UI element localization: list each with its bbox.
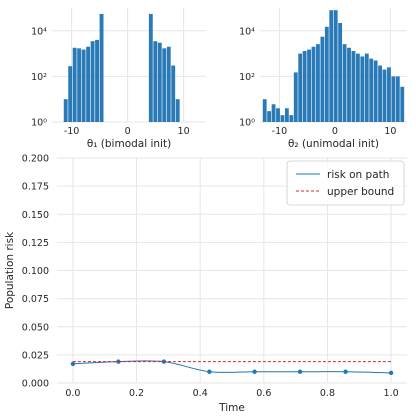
hist1-x-tick-label: -10 bbox=[64, 126, 80, 137]
hist2-bar bbox=[395, 76, 400, 122]
risk-x-tick-label: 0.8 bbox=[320, 388, 335, 399]
hist2-bar bbox=[347, 47, 351, 122]
hist2-bar bbox=[324, 26, 329, 123]
hist2-y-tick-label: 10⁴ bbox=[239, 26, 255, 37]
hist1-bar bbox=[86, 46, 91, 123]
hist1-x-tick-label: 10 bbox=[178, 126, 190, 137]
risk-x-tick-label: 0.2 bbox=[129, 388, 144, 399]
hist2-bar bbox=[342, 44, 347, 122]
risk-on-path-point bbox=[388, 370, 394, 376]
hist1-bar bbox=[72, 47, 77, 122]
risk-x-axis-label: Time bbox=[218, 402, 245, 414]
risk-y-tick-label: 0.025 bbox=[22, 350, 49, 361]
hist2-bar bbox=[284, 108, 289, 122]
hist2-bar bbox=[391, 76, 396, 122]
hist2-bar bbox=[289, 115, 294, 122]
hist1-bar bbox=[68, 66, 73, 122]
hist2-bar bbox=[262, 99, 267, 122]
hist1-bar bbox=[95, 39, 99, 122]
risk-on-path-line bbox=[72, 360, 392, 374]
hist1-y-tick-label: 10⁴ bbox=[31, 26, 47, 37]
hist2-bar bbox=[307, 49, 311, 123]
risk-on-path-point bbox=[343, 369, 348, 374]
hist2-bar bbox=[293, 72, 298, 122]
hist2-bar bbox=[329, 10, 334, 122]
risk-on-path-point bbox=[297, 369, 303, 374]
risk-y-tick-label: 0.175 bbox=[22, 182, 49, 193]
hist2-bar bbox=[369, 58, 374, 122]
hist2-bar bbox=[364, 53, 369, 122]
hist2-bar bbox=[373, 60, 378, 122]
hist2-bar bbox=[333, 10, 338, 122]
hist1-bar bbox=[175, 99, 180, 122]
hist2-bar bbox=[400, 86, 405, 122]
hist1-bar bbox=[81, 49, 86, 123]
hist2-bar bbox=[316, 44, 320, 122]
hist1-bar bbox=[77, 48, 82, 122]
hist2-bar bbox=[382, 69, 387, 122]
hist1-x-tick-label: 0 bbox=[125, 126, 131, 137]
hist2-bar bbox=[351, 51, 356, 122]
hist1-bar bbox=[166, 46, 171, 123]
hist1-bar bbox=[162, 48, 167, 122]
histogram-theta2-panel: -10 0 10 10⁰ 10² 10⁴ θ₂ (unimodal init) bbox=[239, 8, 407, 150]
hist2-bar bbox=[302, 51, 307, 122]
risk-y-tick-label: 0.200 bbox=[22, 154, 49, 165]
risk-y-axis-label: Population risk bbox=[4, 231, 16, 309]
hist2-y-tick-label: 10⁰ bbox=[239, 118, 255, 129]
hist2-x-tick-label: 0 bbox=[332, 126, 338, 137]
legend-risk-label: risk on path bbox=[327, 169, 389, 181]
hist2-x-axis-label: θ₂ (unimodal init) bbox=[288, 138, 379, 150]
hist2-y-tick-label: 10² bbox=[239, 72, 255, 83]
risk-y-tick-label: 0.125 bbox=[22, 238, 49, 249]
hist2-bar bbox=[280, 115, 285, 122]
population-risk-line-panel: 0.0 0.2 0.4 0.6 0.8 1.0 0.000 0.025 0.050 0.075 0.… bbox=[4, 154, 407, 414]
hist1-y-tick-label: 10² bbox=[31, 72, 47, 83]
risk-y-tick-label: 0.000 bbox=[22, 379, 49, 390]
risk-x-tick-label: 0.4 bbox=[193, 388, 208, 399]
histogram-theta1-panel: -10 0 10 10⁰ 10² 10⁴ θ₁ (bimodal init) bbox=[31, 8, 206, 150]
hist2-bar bbox=[267, 111, 272, 122]
hist1-bar bbox=[63, 99, 68, 122]
hist2-x-tick-label: -10 bbox=[272, 126, 288, 137]
hist2-bar bbox=[311, 46, 316, 123]
hist2-bar bbox=[276, 108, 280, 122]
hist1-bar bbox=[90, 41, 95, 122]
hist1-bar bbox=[157, 42, 162, 122]
risk-y-tick-label: 0.100 bbox=[22, 266, 49, 277]
risk-x-tick-label: 0.0 bbox=[65, 388, 80, 399]
legend-box bbox=[286, 160, 405, 206]
hist2-x-tick-label: 10 bbox=[384, 126, 396, 137]
risk-x-tick-label: 0.6 bbox=[256, 388, 271, 399]
risk-y-tick-label: 0.050 bbox=[22, 322, 49, 333]
hist2-bar bbox=[387, 67, 391, 122]
risk-x-tick-label: 1.0 bbox=[384, 388, 399, 399]
hist2-bar bbox=[298, 53, 303, 122]
hist2-bar bbox=[378, 65, 382, 122]
risk-on-path-point bbox=[252, 369, 257, 374]
legend-upper-bound-label: upper bound bbox=[327, 186, 394, 198]
risk-on-path-point bbox=[70, 361, 76, 367]
risk-y-tick-label: 0.150 bbox=[22, 210, 49, 221]
hist1-bar bbox=[148, 13, 153, 122]
hist2-bar bbox=[355, 53, 360, 122]
risk-on-path-point bbox=[207, 369, 212, 374]
risk-y-tick-label: 0.075 bbox=[22, 294, 49, 305]
hist2-bar bbox=[271, 104, 276, 122]
hist2-bar bbox=[360, 56, 365, 122]
hist1-y-tick-label: 10⁰ bbox=[31, 118, 47, 129]
hist1-bar bbox=[99, 13, 104, 122]
hist2-bar bbox=[320, 36, 325, 123]
hist1-bar bbox=[171, 65, 176, 122]
hist2-bar bbox=[338, 22, 343, 122]
hist1-bar bbox=[153, 41, 158, 122]
hist1-x-axis-label: θ₁ (bimodal init) bbox=[87, 138, 171, 150]
